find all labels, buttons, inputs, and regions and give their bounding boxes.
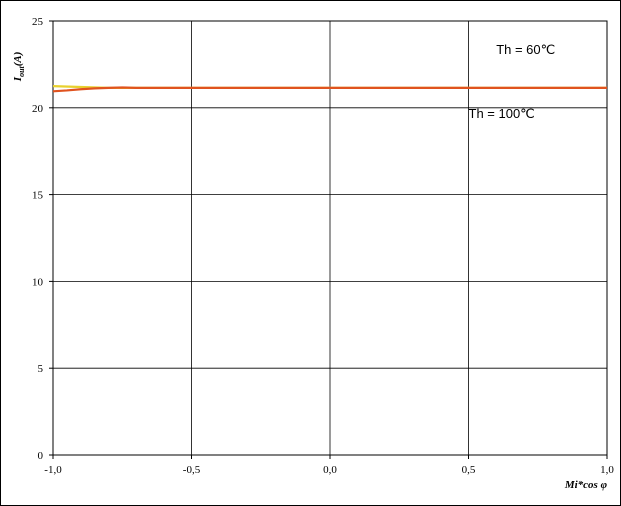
annotation-2: Th = 100℃ — [469, 106, 535, 121]
x-tick-label: -1,0 — [44, 464, 62, 476]
series-line-2 — [52, 86, 607, 93]
y-tick-label: 0 — [38, 450, 44, 462]
grid — [49, 20, 608, 459]
x-tick-label: -0,5 — [183, 464, 201, 476]
y-tick-label: 15 — [32, 190, 44, 202]
annotations: Th = 60℃ Th = 100℃ — [469, 42, 556, 121]
y-tick-label: 5 — [38, 363, 44, 375]
y-tick-label: 20 — [32, 103, 44, 115]
x-tick-label: 0,0 — [323, 464, 337, 476]
y-tick-label: 10 — [32, 276, 44, 288]
series-layer — [52, 85, 607, 93]
y-axis-title: Iout(A) — [12, 52, 26, 83]
y-axis-title-sub: out — [17, 65, 26, 76]
y-tick-label: 25 — [32, 16, 44, 28]
y-axis-title-unit: (A) — [12, 52, 24, 67]
y-axis-title-main: I — [12, 76, 24, 82]
annotation-1: Th = 60℃ — [496, 42, 555, 57]
x-tick-label: 1,0 — [600, 464, 614, 476]
x-tick-label: 0,5 — [462, 464, 476, 476]
x-axis-title: Mi*cos φ — [564, 479, 608, 491]
tick-labels: 0 5 10 15 20 25 -1,0 -0,5 0,0 0,5 1,0 — [32, 16, 614, 476]
